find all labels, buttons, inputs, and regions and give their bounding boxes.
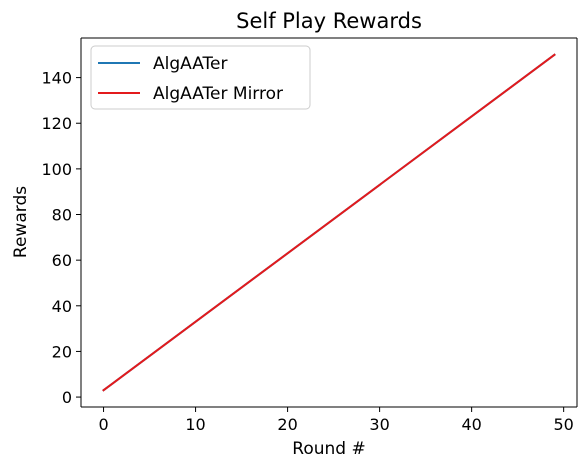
x-tick-label: 40 (461, 415, 481, 434)
y-tick-label: 80 (52, 206, 72, 225)
series-layer (102, 53, 556, 392)
axes-layer (80, 37, 578, 408)
y-tick-label: 0 (62, 388, 72, 407)
series-line-1 (102, 53, 556, 392)
y-tick-label: 120 (41, 114, 72, 133)
x-tick-label: 30 (369, 415, 389, 434)
chart-title: Self Play Rewards (236, 9, 422, 33)
y-tick-label: 20 (52, 342, 72, 361)
x-tick-label: 20 (277, 415, 297, 434)
y-axis-label: Rewards (11, 186, 31, 258)
y-tick-label: 140 (41, 69, 72, 88)
x-tick-label: 50 (553, 415, 573, 434)
x-axis-label: Round # (292, 439, 365, 459)
ticks-layer: 0 10 20 30 40 50 0 20 40 60 80 100 120 140 (41, 69, 573, 434)
legend: AlgAATer AlgAATer Mirror (90, 45, 311, 110)
x-tick-label: 0 (98, 415, 108, 434)
x-tick-label: 10 (185, 415, 205, 434)
legend-box (90, 45, 311, 110)
y-tick-label: 100 (41, 160, 72, 179)
y-tick-label: 40 (52, 297, 72, 316)
legend-label-1: AlgAATer Mirror (153, 84, 283, 104)
y-tick-label: 60 (52, 251, 72, 270)
legend-label-0: AlgAATer (153, 54, 228, 74)
